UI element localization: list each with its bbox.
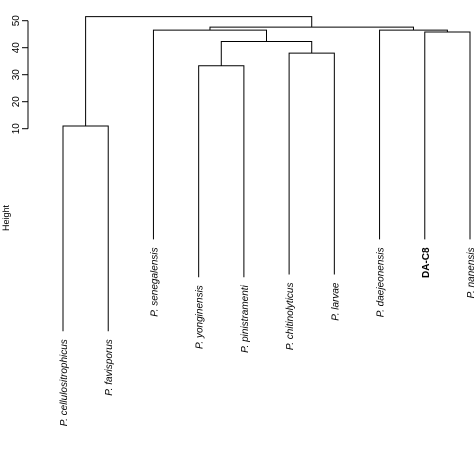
y-tick-label: 30 [11,69,22,81]
dendrogram-branch [220,40,313,66]
leaf-label: P. chitinolyticus [285,283,296,351]
dendrogram-branches [62,16,471,332]
leaf-label: P. nanensis [466,247,474,298]
dendrogram-branch [424,31,471,240]
leaf-labels: P. cellulositrophicus P. favisporus P. sen… [59,247,474,426]
dendrogram-branch [379,29,448,240]
leaf-label: P. yonginensis [195,285,206,349]
y-tick-label: 40 [11,42,22,54]
y-axis: 10 20 30 40 50 [11,15,29,135]
leaf-label: P. pinistramenti [240,284,251,352]
y-tick-label: 50 [11,15,22,27]
leaf-label: P. favisporus [104,339,115,396]
leaf-label: P. cellulositrophicus [59,339,70,426]
leaf-label: P. daejeonensis [376,247,387,317]
dendrogram-branch [62,125,109,332]
y-tick-label: 10 [11,123,22,135]
dendrogram-branch [152,29,267,240]
y-axis-label: Height [1,204,11,231]
leaf-label: P. senegalensis [149,247,160,316]
leaf-label: P. larvae [330,282,341,321]
y-tick-label: 20 [11,96,22,108]
dendrogram-branch [198,65,245,278]
dendrogram-branch [85,16,313,126]
leaf-label: DA-C8 [421,247,432,278]
dendrogram-branch [288,52,335,275]
